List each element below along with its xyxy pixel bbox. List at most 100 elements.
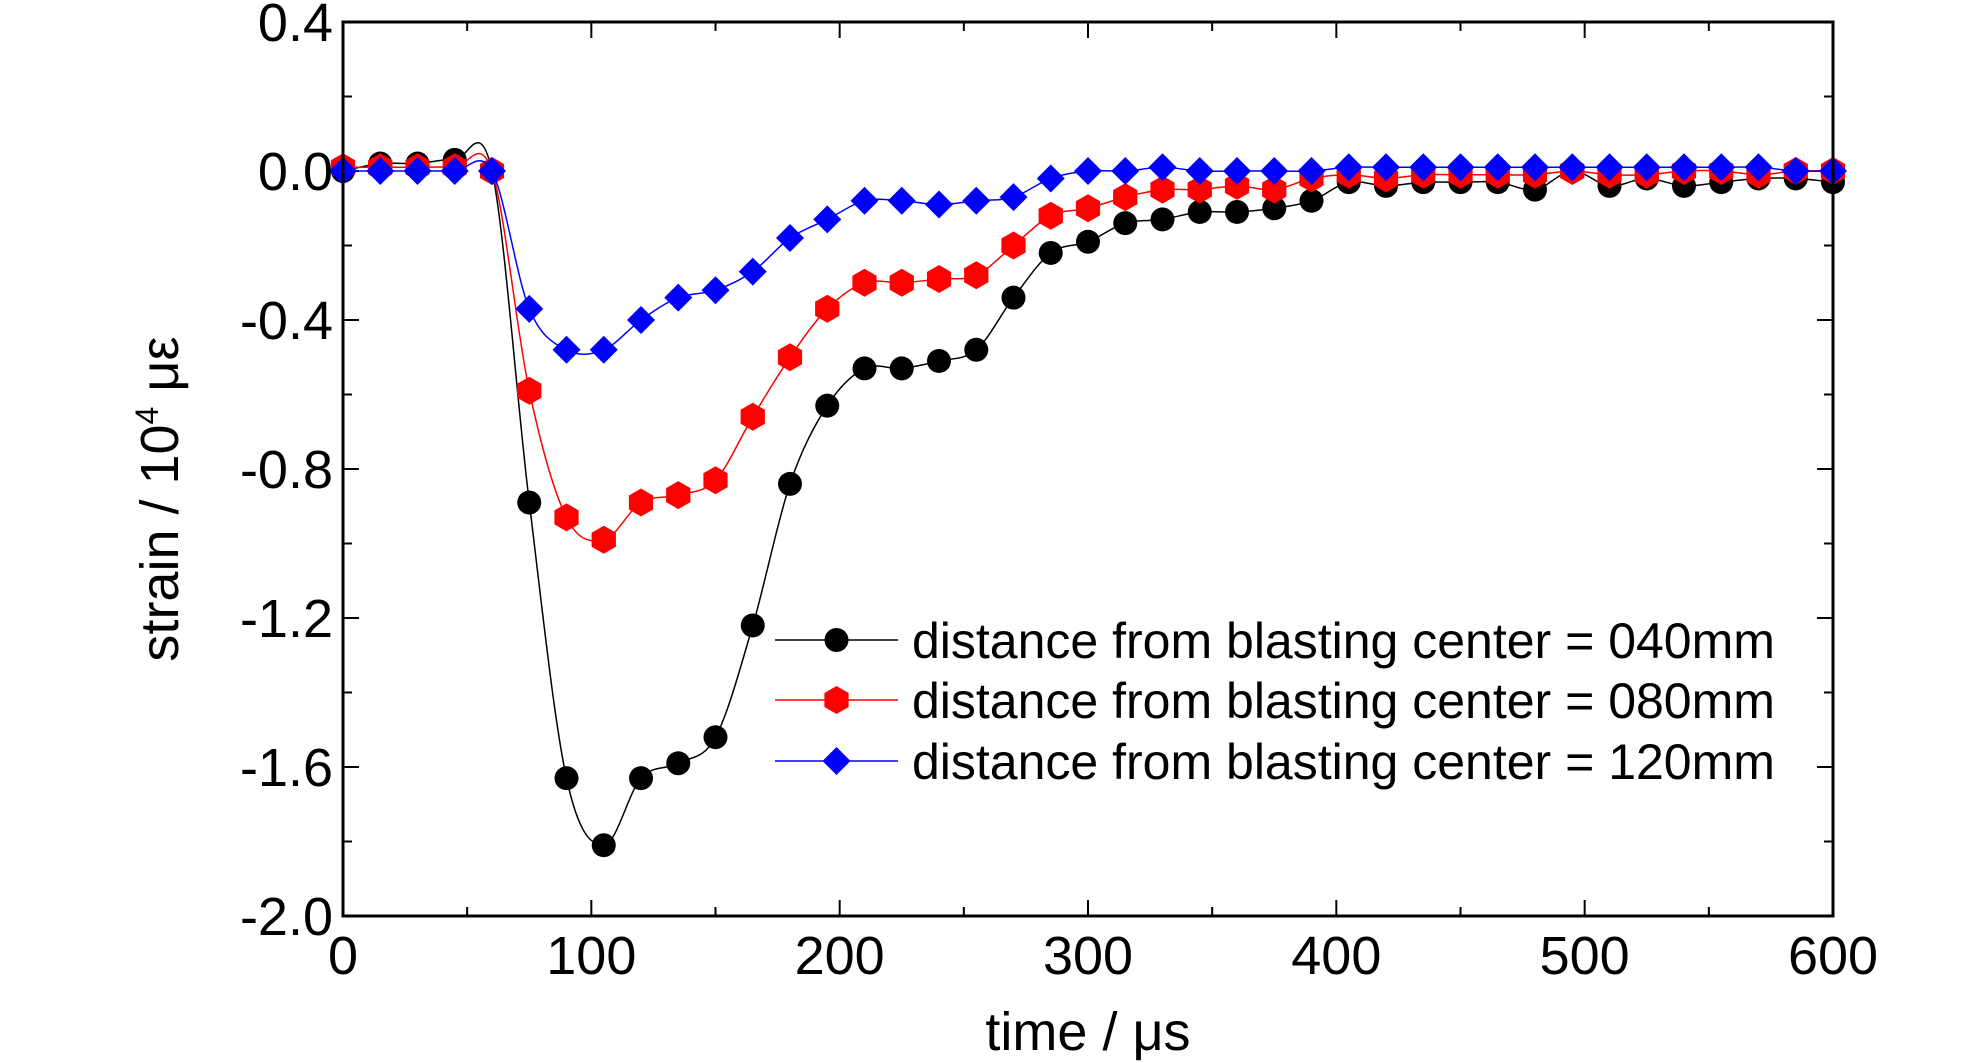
data-point <box>776 224 804 253</box>
data-point <box>703 466 728 495</box>
data-point <box>1074 157 1102 185</box>
data-point <box>850 186 879 215</box>
data-point <box>1670 153 1698 182</box>
y-axis-title-main: strain / 10 <box>130 424 190 661</box>
x-tick-label: 0 <box>328 926 358 986</box>
plot-frame <box>341 20 1835 918</box>
y-tick-label: -0.8 <box>240 440 333 500</box>
data-point <box>1113 211 1138 236</box>
legend-label: distance from blasting center = 040mm <box>912 613 1775 669</box>
data-point <box>1187 199 1212 224</box>
y-axis-title-unit: με <box>130 336 190 406</box>
data-point <box>1150 175 1175 204</box>
data-point <box>628 488 654 517</box>
data-point <box>701 276 730 305</box>
x-tick-label: 200 <box>795 926 885 986</box>
data-point <box>1038 240 1063 265</box>
data-point <box>517 490 542 515</box>
data-point <box>999 183 1028 212</box>
legend-marker <box>824 686 849 714</box>
data-point <box>815 393 840 418</box>
data-point <box>889 268 914 297</box>
data-point <box>403 157 432 185</box>
legend-marker <box>822 747 851 775</box>
data-point <box>1076 229 1100 254</box>
data-point <box>1111 157 1140 185</box>
data-point <box>1001 285 1026 310</box>
y-tick-label: 0.4 <box>258 0 333 53</box>
data-point <box>887 186 916 215</box>
data-point <box>1262 175 1287 204</box>
data-point <box>925 190 953 219</box>
data-point <box>1299 188 1324 213</box>
data-point <box>1707 153 1736 182</box>
data-point <box>1334 153 1363 182</box>
legend-item-1: distance from blasting center = 040mm <box>775 613 1775 669</box>
data-point <box>591 833 616 858</box>
data-point <box>666 481 691 510</box>
data-point <box>926 265 952 293</box>
y-axis-title-exponent: 4 <box>129 407 165 425</box>
data-point <box>1558 153 1587 182</box>
data-point <box>440 157 469 185</box>
data-point <box>1038 201 1063 230</box>
data-point <box>778 471 802 496</box>
data-point <box>1595 153 1624 182</box>
legend: distance from blasting center = 040mm dis… <box>775 613 1775 790</box>
data-point <box>740 402 765 431</box>
data-point <box>1148 153 1177 182</box>
x-axis-title: time / μs <box>985 1002 1190 1062</box>
x-tick-label: 100 <box>546 926 636 986</box>
y-axis-title: strain / 104 με <box>129 336 190 661</box>
data-point <box>664 283 693 312</box>
data-point <box>629 766 653 791</box>
y-tick-label: 0.0 <box>258 142 333 202</box>
data-point <box>554 766 579 791</box>
data-point <box>927 348 951 373</box>
data-point <box>964 337 989 362</box>
data-point <box>1483 153 1512 182</box>
data-point <box>1113 183 1138 212</box>
data-point <box>1781 157 1810 185</box>
data-point <box>589 335 618 364</box>
data-point <box>852 268 877 297</box>
data-point <box>1036 164 1065 193</box>
data-point <box>738 257 767 286</box>
data-point <box>552 335 581 364</box>
data-point <box>1297 157 1326 185</box>
data-point <box>1262 196 1287 221</box>
x-tick-label: 300 <box>1043 926 1133 986</box>
legend-item-3: distance from blasting center = 120mm <box>775 734 1775 790</box>
data-point <box>740 613 765 638</box>
tick-labels: 0 100 200 300 400 500 600 0.4 0.0 -0.4 -0.8 -1.2 -1.… <box>240 0 1878 986</box>
data-point <box>703 725 728 750</box>
data-point <box>889 356 914 381</box>
data-point <box>1446 153 1475 182</box>
data-point <box>1001 231 1026 260</box>
data-point <box>515 294 544 323</box>
data-point <box>1075 194 1101 223</box>
legend-label: distance from blasting center = 120mm <box>912 734 1775 790</box>
data-point <box>777 343 803 372</box>
data-point <box>813 205 842 234</box>
data-point <box>517 376 542 405</box>
data-point <box>1187 175 1212 204</box>
x-tick-label: 400 <box>1291 926 1381 986</box>
data-point <box>1260 157 1289 185</box>
data-point <box>1409 153 1438 182</box>
data-point <box>1744 153 1773 182</box>
data-point <box>366 157 395 185</box>
data-point <box>478 157 506 185</box>
y-tick-label: -2.0 <box>240 887 333 947</box>
x-tick-label: 500 <box>1540 926 1630 986</box>
legend-marker <box>824 628 849 652</box>
data-point <box>962 186 991 215</box>
y-tick-label: -0.4 <box>240 291 333 351</box>
data-point <box>591 525 616 554</box>
data-point <box>627 306 655 334</box>
data-point <box>1372 153 1400 182</box>
series-3 <box>329 153 1847 364</box>
y-tick-label: -1.2 <box>240 589 333 649</box>
series-layer <box>329 141 1847 858</box>
